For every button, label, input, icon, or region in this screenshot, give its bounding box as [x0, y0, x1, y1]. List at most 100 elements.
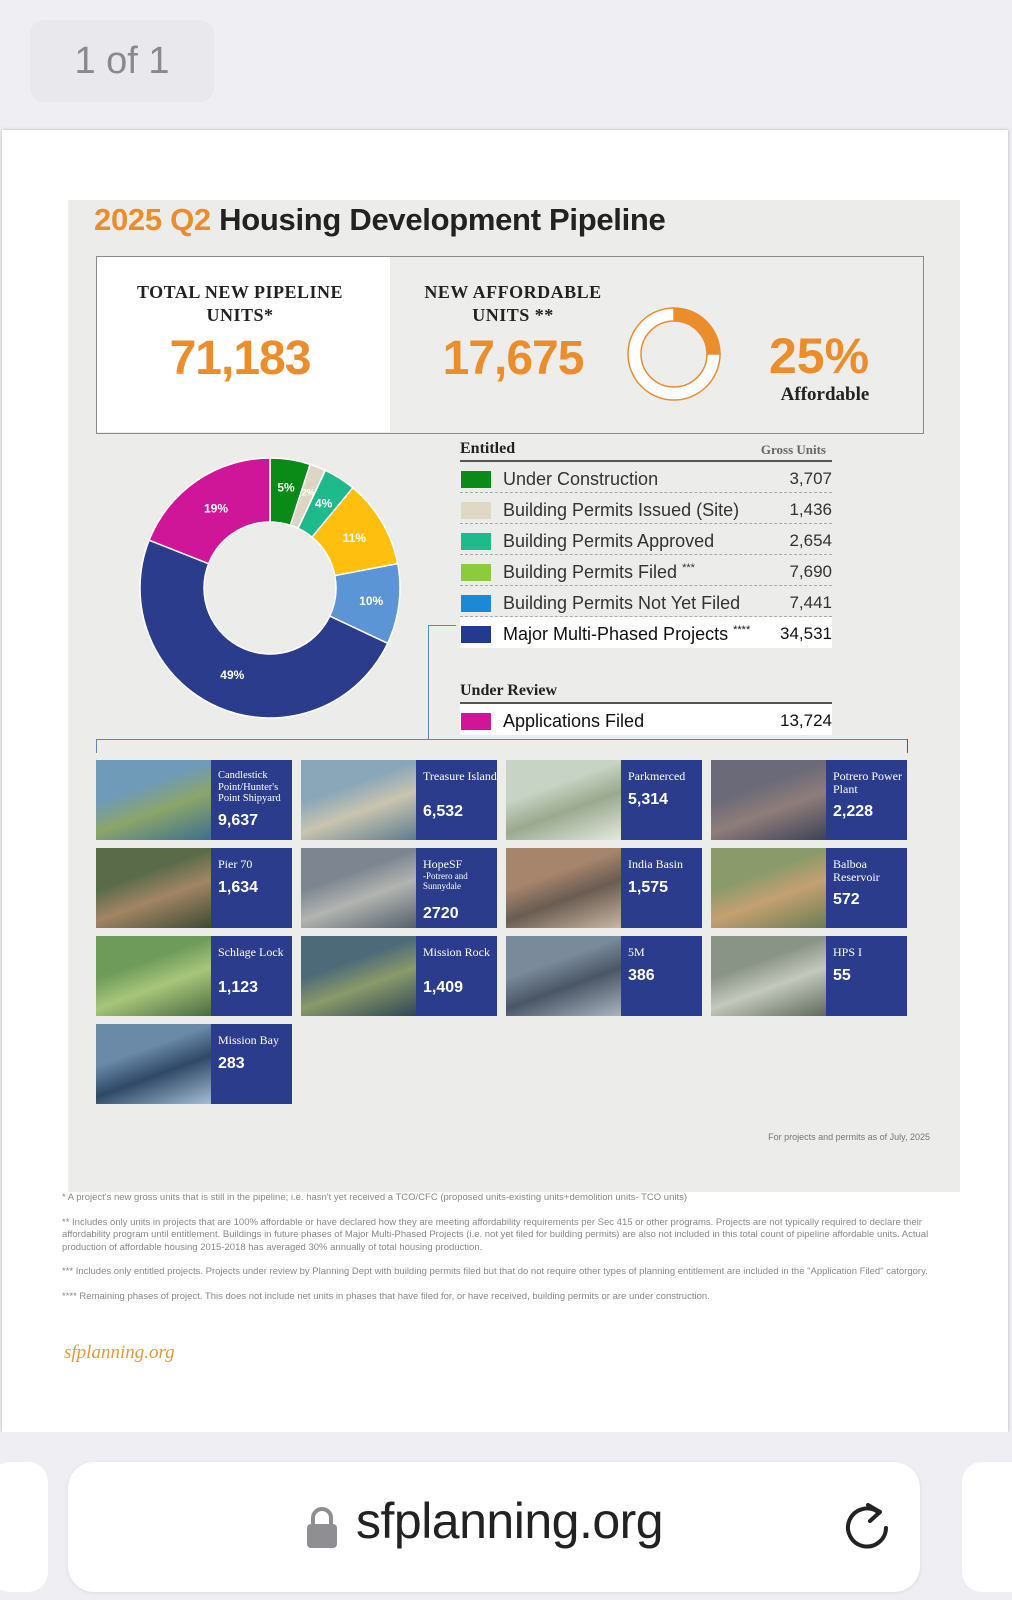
project-unit-count: 9,637	[218, 812, 259, 829]
project-unit-count: 1,409	[423, 979, 464, 996]
project-photo	[301, 760, 416, 840]
project-name-text: Parkmerced	[628, 769, 686, 783]
project-photo	[506, 848, 621, 928]
legend-row: Building Permits Approved 2,654	[460, 524, 832, 555]
project-name: Treasure Island	[423, 770, 499, 783]
legend-label: Under Construction	[503, 469, 658, 490]
project-unit-count: 1,123	[218, 979, 259, 996]
project-name-text: Mission Bay	[218, 1033, 280, 1047]
legend-value: 7,441	[789, 593, 832, 612]
project-tile: Candlestick Point/Hunter's Point Shipyar…	[96, 760, 292, 840]
project-unit-count: 386	[628, 967, 655, 984]
connector-line	[428, 625, 429, 739]
project-panel: Balboa Reservoir 572	[826, 848, 907, 928]
total-units-value: 71,183	[169, 332, 312, 385]
entitled-header: Entitled Gross Units	[460, 440, 832, 462]
legend-row: Major Multi-Phased Projects **** 34,531	[460, 617, 832, 648]
legend-value: 1,436	[789, 500, 832, 519]
affordable-units-label-line2: UNITS **	[472, 305, 554, 325]
donut-slice	[139, 539, 389, 719]
total-units-label-line1: TOTAL NEW PIPELINE	[136, 282, 344, 302]
affordable-percent-label: Affordable	[780, 384, 870, 405]
project-name: 5M	[628, 946, 704, 959]
project-photo	[711, 760, 826, 840]
project-name-text: HopeSF	[423, 857, 463, 871]
project-photo	[96, 760, 211, 840]
legend-swatch	[461, 713, 491, 730]
under-review-heading: Under Review	[460, 682, 558, 699]
project-tile: Treasure Island 6,532	[301, 760, 497, 840]
sfplanning-brand: sfplanning.org	[64, 1342, 175, 1363]
donut-slice-label: 4%	[315, 497, 333, 511]
next-tab-card[interactable]	[962, 1462, 1012, 1592]
pipeline-donut-chart: 5% 2%4% 11% 10% 49% 19%	[139, 457, 401, 719]
legend-value: 3,707	[789, 469, 832, 488]
project-photo	[506, 760, 621, 840]
reload-icon[interactable]	[840, 1498, 894, 1554]
project-panel: Candlestick Point/Hunter's Point Shipyar…	[211, 760, 292, 840]
legend-swatch	[461, 595, 491, 612]
donut-slice-label: 19%	[204, 502, 228, 516]
project-tile: Mission Bay 283	[96, 1024, 292, 1104]
legend-row: Under Construction 3,707	[460, 462, 832, 493]
project-name: Mission Bay	[218, 1034, 294, 1047]
address-bar[interactable]: sfplanning.org	[68, 1462, 920, 1592]
project-panel: 5M 386	[621, 936, 702, 1016]
legend-label-text: Major Multi-Phased Projects	[503, 624, 729, 644]
title-text: Housing Development Pipeline	[210, 202, 666, 237]
project-photo	[96, 936, 211, 1016]
legend-row: Building Permits Issued (Site) 1,436	[460, 493, 832, 524]
affordable-ring	[627, 307, 721, 401]
project-name: HopeSF -Potrero and Sunnydale	[423, 857, 499, 892]
page-title: 2025 Q2 Housing Development Pipeline	[94, 202, 666, 238]
connector-line	[428, 625, 456, 626]
legend-row: Building Permits Filed *** 7,690	[460, 555, 832, 586]
project-panel: Pier 70 1,634	[211, 848, 292, 928]
footnote: * A project's new gross units that is st…	[62, 1192, 688, 1203]
project-panel: HopeSF -Potrero and Sunnydale 2720	[416, 848, 497, 928]
connector-line	[96, 739, 908, 740]
project-name: Mission Rock	[423, 946, 499, 959]
project-tile: Parkmerced 5,314	[506, 760, 702, 840]
project-photo	[301, 848, 416, 928]
footnote: ** Includes only units in projects that …	[62, 1216, 929, 1253]
project-panel: Potrero Power Plant 2,228	[826, 760, 907, 840]
project-tile: Mission Rock 1,409	[301, 936, 497, 1016]
legend-swatch	[461, 626, 491, 643]
footnote: *** Includes only entitled projects. Pro…	[62, 1266, 928, 1277]
project-name-text: Schlage Lock	[218, 945, 284, 959]
total-units-label: TOTAL NEW PIPELINE UNITS*	[97, 281, 383, 327]
legend-swatch	[461, 564, 491, 581]
legend-label-text: Under Construction	[503, 469, 659, 489]
url-text[interactable]: sfplanning.org	[356, 1493, 664, 1549]
project-name: Balboa Reservoir	[833, 858, 909, 884]
project-photo	[711, 848, 826, 928]
pdf-page: 2025 Q2 Housing Development Pipeline TOT…	[2, 130, 1008, 1432]
project-tile: India Basin 1,575	[506, 848, 702, 928]
legend-value: 2,654	[789, 531, 832, 550]
project-panel: Mission Rock 1,409	[416, 936, 497, 1016]
project-name: Schlage Lock	[218, 946, 294, 959]
project-unit-count: 2,228	[833, 803, 874, 820]
project-name: India Basin	[628, 858, 704, 871]
connector-line	[907, 739, 908, 753]
as-of-note: For projects and permits as of July, 202…	[768, 1132, 930, 1142]
footnote: **** Remaining phases of project. This d…	[62, 1290, 710, 1302]
page-indicator: 1 of 1	[30, 20, 214, 102]
project-unit-count: 2720	[423, 905, 459, 922]
donut-slice-label: 11%	[343, 531, 367, 545]
browser-toolbar: sfplanning.org	[0, 1432, 1012, 1600]
legend-swatch	[461, 502, 491, 519]
project-name-text: Treasure Island	[423, 769, 497, 783]
total-units-label-line2: UNITS*	[206, 305, 274, 325]
project-panel: Parkmerced 5,314	[621, 760, 702, 840]
affordable-units-label-line1: NEW AFFORDABLE	[424, 282, 602, 302]
project-panel: Schlage Lock 1,123	[211, 936, 292, 1016]
project-panel: HPS I 55	[826, 936, 907, 1016]
donut-slice	[148, 457, 271, 565]
project-photo	[96, 1024, 211, 1104]
previous-tab-card[interactable]	[0, 1462, 48, 1592]
legend-label: Applications Filed	[503, 711, 644, 732]
project-photo	[506, 936, 621, 1016]
project-subtitle: -Potrero and Sunnydale	[423, 871, 468, 891]
